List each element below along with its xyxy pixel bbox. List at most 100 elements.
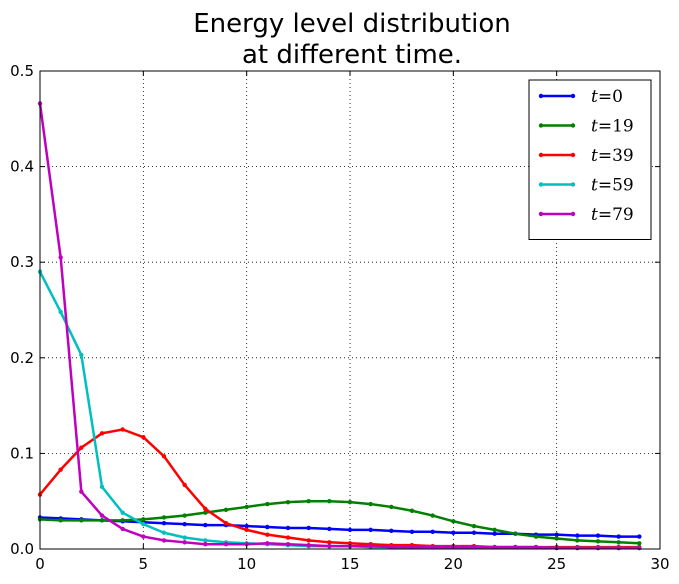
data-point <box>79 489 84 494</box>
chart-title-line-2: at different time. <box>242 40 462 70</box>
data-point <box>265 501 270 507</box>
legend-label-value: 59 <box>612 176 634 196</box>
data-point <box>141 434 146 440</box>
data-point <box>120 526 125 532</box>
chart-title: Energy level distribution at different t… <box>193 9 511 70</box>
data-point <box>182 482 187 488</box>
legend-label-value: 79 <box>612 205 634 225</box>
data-point <box>430 544 435 550</box>
data-point <box>99 518 105 523</box>
data-point <box>575 533 580 538</box>
legend-item: t=19 <box>538 117 634 137</box>
legend-label-var: t <box>591 176 598 196</box>
data-point <box>595 533 601 538</box>
legend-label-value: 39 <box>612 146 634 166</box>
data-point <box>554 532 559 537</box>
data-point <box>58 255 63 260</box>
data-point <box>161 454 167 459</box>
data-point <box>492 544 497 550</box>
legend-swatch-marker <box>570 211 576 217</box>
legend-swatch-marker <box>538 93 544 99</box>
data-point <box>533 544 539 550</box>
series-t-0 <box>37 515 642 539</box>
data-point <box>554 536 559 541</box>
data-point <box>58 467 63 472</box>
data-point <box>99 431 105 436</box>
data-point <box>161 530 167 535</box>
data-point <box>533 534 539 539</box>
data-point <box>285 499 291 505</box>
legend-label-var: t <box>591 87 598 107</box>
data-point <box>347 527 353 533</box>
data-point <box>616 534 621 539</box>
y-tick-label: 0.4 <box>10 158 34 176</box>
data-point <box>430 529 435 534</box>
data-point <box>161 538 167 543</box>
data-point <box>120 427 125 432</box>
y-tick-label: 0.0 <box>10 540 34 558</box>
data-point <box>327 540 332 545</box>
legend-label: t=79 <box>591 205 634 225</box>
y-tick-label: 0.1 <box>10 444 34 462</box>
data-point <box>244 504 249 510</box>
data-point <box>430 513 435 518</box>
x-tick-label: 5 <box>139 555 149 573</box>
data-point <box>79 518 84 523</box>
data-point <box>616 540 621 545</box>
data-point <box>182 535 187 540</box>
data-point <box>223 542 229 547</box>
data-point <box>409 508 415 513</box>
chart-title-line-1: Energy level distribution <box>193 9 511 39</box>
data-point <box>616 545 621 551</box>
data-point <box>595 539 601 544</box>
data-point <box>182 513 187 518</box>
series-line <box>38 103 640 550</box>
data-point <box>182 540 187 545</box>
legend-swatch-marker <box>570 93 576 99</box>
data-point <box>285 535 291 540</box>
data-point <box>368 527 373 533</box>
y-tick-label: 0.2 <box>10 349 34 367</box>
data-point <box>203 542 208 547</box>
legend-label-value: 0 <box>612 87 623 107</box>
x-tick-label: 25 <box>547 555 566 573</box>
axis-ticks: 0 5 10 15 20 25 30 0.0 0.1 0.2 0.3 0.4 0.5 <box>10 62 669 573</box>
legend-label-var: t <box>591 146 598 166</box>
legend-label-equals: = <box>598 87 612 107</box>
legend: t=0t=19t=39t=59t=79 <box>528 79 652 240</box>
data-point <box>99 513 105 518</box>
data-point <box>79 445 84 450</box>
data-point <box>513 531 518 536</box>
legend-item: t=39 <box>538 146 634 166</box>
data-point <box>471 544 477 550</box>
data-point <box>327 543 332 549</box>
legend-item: t=79 <box>538 205 634 225</box>
data-point <box>223 507 229 513</box>
data-point <box>306 542 311 548</box>
x-tick-label: 10 <box>237 555 256 573</box>
legend-swatch-marker <box>538 182 544 187</box>
data-point <box>306 525 311 531</box>
data-point <box>595 545 601 551</box>
data-point <box>389 528 394 534</box>
legend-swatch-marker <box>538 123 544 128</box>
data-point <box>306 538 311 543</box>
legend-swatch-marker <box>570 182 576 187</box>
legend-label: t=59 <box>591 176 634 196</box>
data-point <box>141 534 146 539</box>
data-point <box>141 521 146 527</box>
legend-label-equals: = <box>598 205 612 225</box>
legend-label-var: t <box>591 205 598 225</box>
legend-swatch-marker <box>570 152 576 158</box>
legend-label: t=39 <box>591 146 634 166</box>
data-point <box>306 499 311 504</box>
legend-item: t=59 <box>538 176 634 196</box>
data-point <box>409 544 415 550</box>
x-tick-label: 0 <box>35 555 45 573</box>
data-point <box>492 527 497 533</box>
data-point <box>141 517 146 522</box>
data-point <box>265 532 270 537</box>
y-tick-label: 0.3 <box>10 253 34 271</box>
data-point <box>368 501 373 507</box>
